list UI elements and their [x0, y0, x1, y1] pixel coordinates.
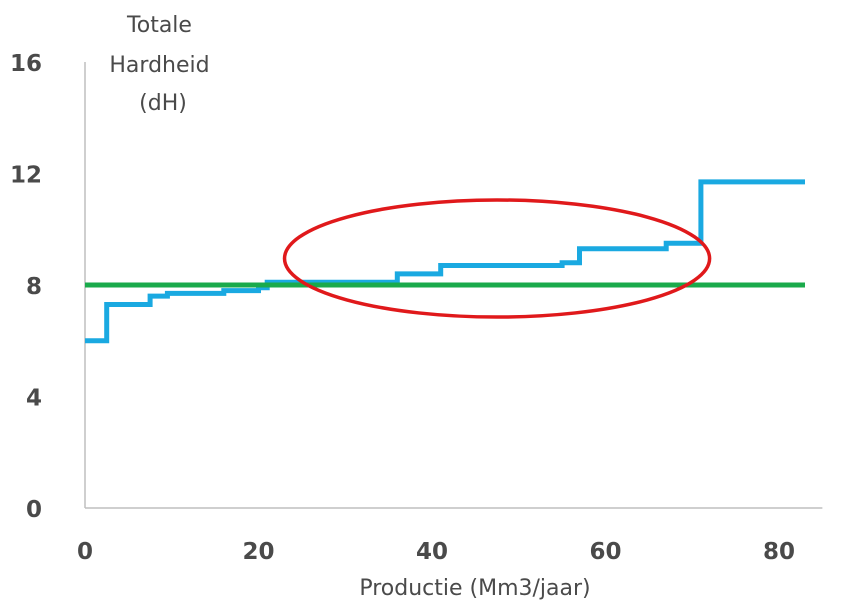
y-tick-label: 12 — [10, 163, 42, 189]
y-axis-title-line-2: Hardheid — [109, 53, 209, 78]
x-axis-title: Productie (Mm3/jaar) — [359, 576, 590, 601]
y-axis-title-line-3: (dH) — [139, 91, 187, 116]
hardness-step-line — [85, 179, 805, 344]
x-tick-label: 60 — [589, 539, 621, 565]
y-tick-label: 8 — [26, 274, 42, 300]
y-tick-label: 16 — [10, 51, 42, 77]
annotation-layer — [282, 198, 712, 319]
y-axis-title-line-1: Totale — [126, 13, 192, 38]
y-tick-label: 4 — [26, 386, 42, 412]
x-tick-label: 40 — [416, 539, 448, 565]
x-tick-label: 20 — [242, 539, 274, 565]
y-tick-label: 0 — [26, 497, 42, 523]
y-tick-labels: 0 4 8 12 16 — [10, 51, 42, 523]
x-tick-labels: 0 20 40 60 80 — [77, 539, 795, 565]
y-axis-title: Totale Hardheid (dH) — [109, 13, 216, 116]
highlight-ellipse — [282, 198, 712, 319]
x-tick-label: 80 — [763, 539, 795, 565]
x-tick-label: 0 — [77, 539, 93, 565]
